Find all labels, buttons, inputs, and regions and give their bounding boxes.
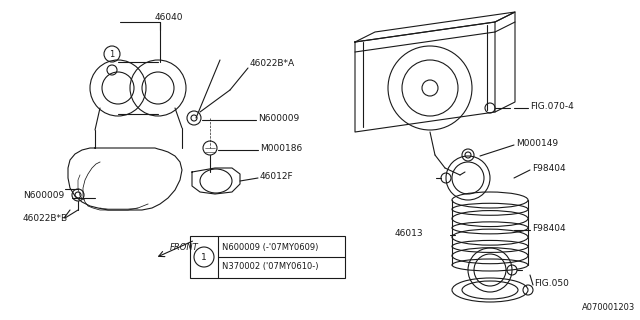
Text: N600009 (-'07MY0609): N600009 (-'07MY0609) — [222, 243, 318, 252]
Text: FIG.070-4: FIG.070-4 — [530, 101, 573, 110]
Text: FIG.050: FIG.050 — [534, 278, 569, 287]
Bar — [190, 236, 345, 278]
Text: N370002 ('07MY0610-): N370002 ('07MY0610-) — [222, 262, 319, 271]
Text: 1: 1 — [201, 252, 207, 261]
Text: 46022B*A: 46022B*A — [250, 59, 295, 68]
Text: M000149: M000149 — [516, 139, 558, 148]
Text: 1: 1 — [109, 50, 115, 59]
Text: 46012F: 46012F — [260, 172, 294, 180]
Text: M000186: M000186 — [260, 143, 302, 153]
Text: 46013: 46013 — [395, 228, 424, 237]
Text: 46022B*B: 46022B*B — [23, 213, 68, 222]
Text: FRONT: FRONT — [170, 243, 199, 252]
Text: F98404: F98404 — [532, 164, 566, 172]
Text: 46040: 46040 — [155, 12, 184, 21]
Text: N600009: N600009 — [23, 190, 64, 199]
Text: N600009: N600009 — [258, 114, 300, 123]
Text: A070001203: A070001203 — [582, 303, 635, 312]
Text: F98404: F98404 — [532, 223, 566, 233]
